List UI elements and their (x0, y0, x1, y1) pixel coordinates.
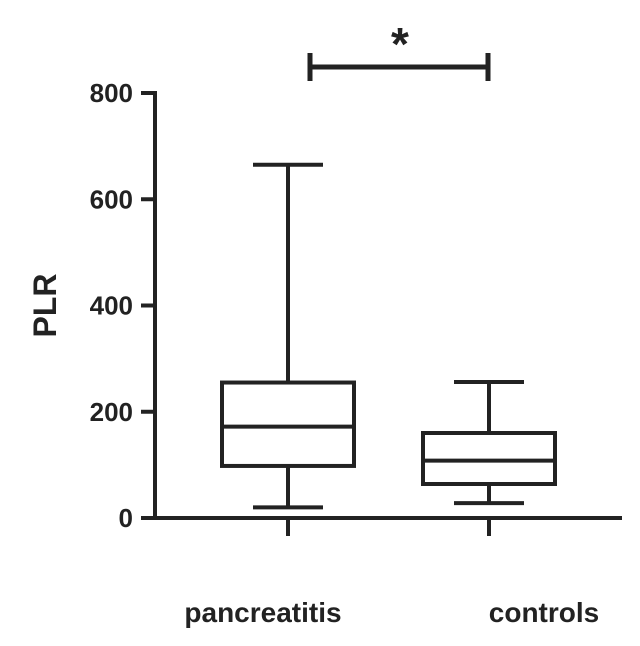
box-pancreatitis (220, 162, 356, 510)
y-ticks: 0 200 400 600 800 (90, 78, 155, 533)
y-tick-label: 0 (119, 503, 133, 533)
category-label: pancreatitis (184, 597, 341, 628)
y-tick-label: 800 (90, 78, 133, 108)
y-tick-label: 600 (90, 184, 133, 214)
box-controls (421, 380, 557, 506)
y-tick-label: 400 (90, 291, 133, 321)
boxes (220, 162, 557, 510)
significance-star: * (391, 18, 409, 70)
significance-bracket: * (307, 18, 491, 81)
y-tick-label: 200 (90, 397, 133, 427)
x-ticks (286, 518, 491, 536)
category-labels: pancreatitis controls (184, 597, 599, 628)
y-axis-label: PLR (27, 274, 63, 338)
category-label: controls (489, 597, 599, 628)
iqr-box (421, 431, 557, 486)
iqr-box (220, 380, 356, 468)
